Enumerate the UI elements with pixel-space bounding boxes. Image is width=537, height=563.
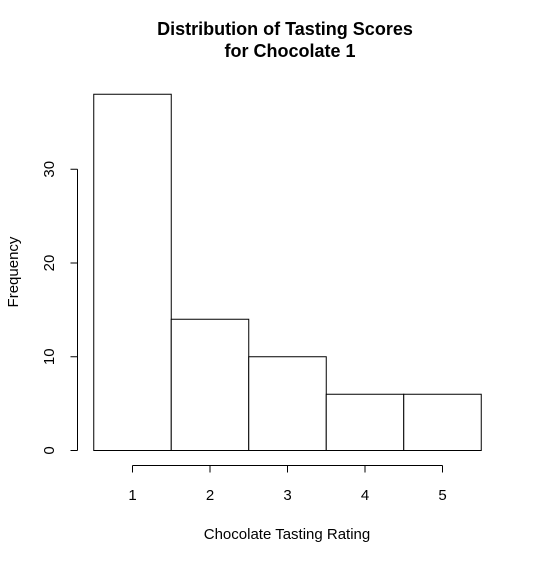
- x-tick-label: 5: [438, 487, 446, 504]
- histogram-bar-1: [93, 93, 172, 451]
- chart-title-line-2: for Chocolate 1: [224, 41, 355, 61]
- y-axis: 0 10 20 30: [41, 161, 78, 455]
- x-tick-label: 3: [283, 487, 291, 504]
- x-tick-label: 4: [361, 487, 369, 504]
- histogram-bar-2: [170, 318, 250, 451]
- y-tick-label: 10: [41, 348, 58, 365]
- x-axis-label: Chocolate Tasting Rating: [204, 526, 371, 543]
- y-tick-label: 20: [41, 255, 58, 272]
- chart-title-line-1: Distribution of Tasting Scores: [157, 19, 413, 39]
- y-axis-label: Frequency: [5, 236, 22, 307]
- y-tick-label: 0: [41, 446, 58, 454]
- bars-group: [93, 93, 482, 451]
- histogram-bar-5: [403, 393, 482, 451]
- x-axis: 1 2 3 4 5: [128, 465, 447, 504]
- x-tick-label: 2: [206, 487, 214, 504]
- x-tick-label: 1: [128, 487, 136, 504]
- histogram-bar-4: [325, 393, 405, 451]
- histogram-bar-3: [248, 356, 327, 451]
- y-tick-label: 30: [41, 161, 58, 178]
